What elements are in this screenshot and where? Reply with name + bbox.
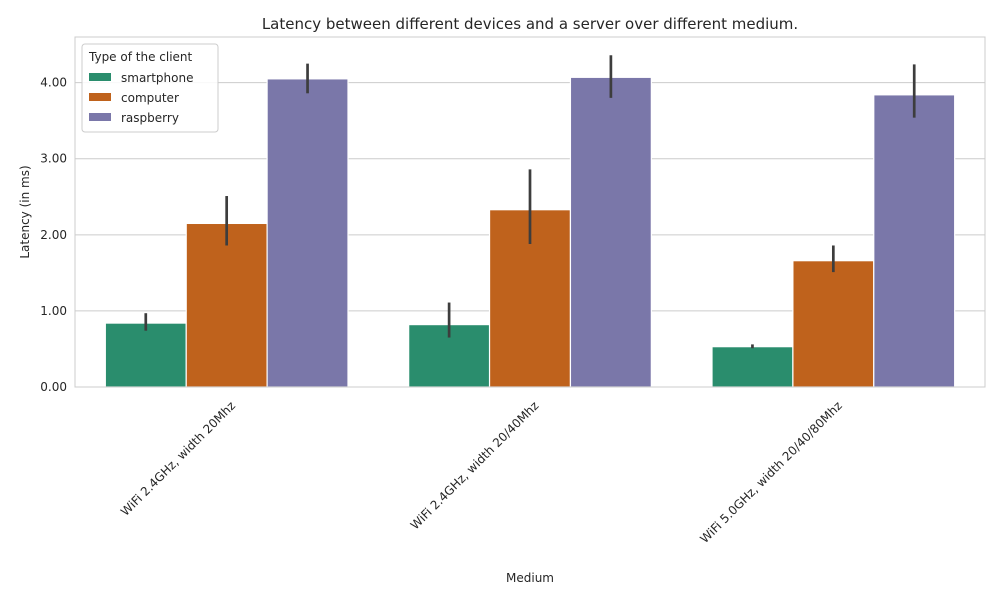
- plot-frame: [74, 36, 986, 388]
- bar-smartphone: [104, 322, 187, 388]
- x-axis-label: Medium: [506, 571, 554, 585]
- legend: Type of the client smartphone computer ras…: [81, 43, 219, 133]
- legend-swatch-smartphone: [89, 73, 111, 81]
- legend-box: [81, 43, 219, 133]
- y-tick-label: 2.00: [40, 228, 67, 242]
- y-axis-label: Latency (in ms): [18, 165, 32, 258]
- legend-items: smartphone computer raspberry: [89, 71, 194, 125]
- y-tick-label: 4.00: [40, 76, 67, 90]
- y-tick-label: 1.00: [40, 304, 67, 318]
- chart-title: Latency between different devices and a …: [262, 15, 798, 33]
- legend-swatch-computer: [89, 93, 111, 101]
- bar-computer: [792, 260, 875, 388]
- x-tick-label: WiFi 2.4GHz, width 20/40Mhz: [408, 399, 542, 533]
- y-tick-label: 3.00: [40, 152, 67, 166]
- y-tick-label: 0.00: [40, 380, 67, 394]
- x-tick-labels: WiFi 2.4GHz, width 20Mhz WiFi 2.4GHz, wid…: [118, 399, 845, 546]
- legend-label-computer: computer: [121, 91, 179, 105]
- legend-swatch-raspberry: [89, 113, 111, 121]
- legend-label-raspberry: raspberry: [121, 111, 179, 125]
- legend-title: Type of the client: [88, 50, 193, 64]
- bar-computer: [185, 222, 268, 388]
- y-tick-labels: 0.00 1.00 2.00 3.00 4.00: [40, 76, 67, 394]
- error-bars: [144, 55, 916, 349]
- bar-raspberry: [266, 78, 349, 388]
- x-tick-label: WiFi 2.4GHz, width 20Mhz: [118, 399, 238, 519]
- x-tick-label: WiFi 5.0GHz, width 20/40/80Mhz: [697, 399, 844, 546]
- bars: [104, 76, 956, 388]
- bar-raspberry: [873, 94, 956, 388]
- legend-label-smartphone: smartphone: [121, 71, 194, 85]
- bar-smartphone: [711, 346, 794, 388]
- bar-raspberry: [569, 76, 652, 388]
